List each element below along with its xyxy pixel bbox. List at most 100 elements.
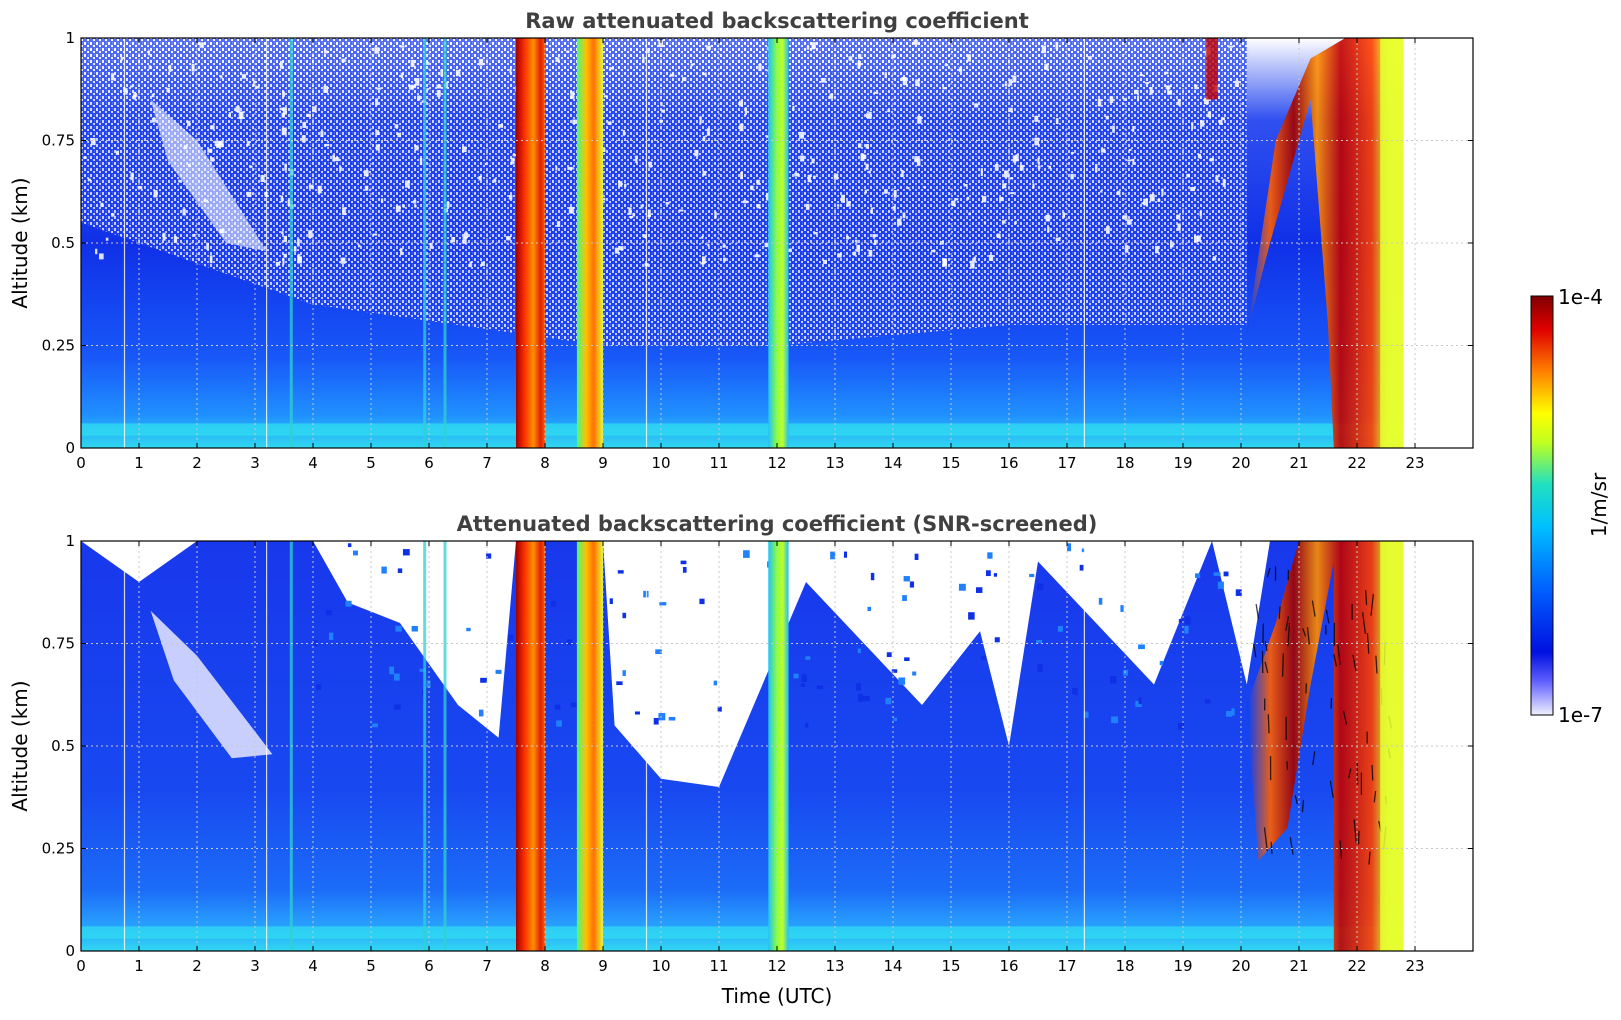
vertical-streak [443, 541, 447, 951]
contour-line [1287, 622, 1291, 647]
screened-speck [867, 606, 872, 612]
noise-speckle [510, 157, 515, 165]
screened-speck [313, 640, 318, 647]
noise-speckle [1037, 157, 1040, 164]
noise-speckle [917, 115, 922, 124]
noise-speckle [624, 183, 627, 187]
noise-speckle [806, 46, 810, 50]
noise-speckle [1008, 79, 1013, 86]
screened-speck [1138, 644, 1145, 650]
contour-line [1375, 655, 1378, 674]
noise-speckle [864, 189, 867, 194]
contour-line [1373, 790, 1377, 803]
contour-line [1329, 780, 1334, 798]
contour-line [1325, 609, 1330, 624]
screened-speck [616, 681, 623, 686]
noise-speckle [320, 131, 324, 137]
noise-speckle [412, 85, 417, 89]
x-tick-label: 3 [250, 454, 260, 472]
noise-speckle [1165, 85, 1171, 90]
contour-line [1333, 653, 1338, 667]
noise-speckle [858, 54, 862, 59]
noise-speckle [799, 131, 805, 139]
x-tick-label: 10 [651, 454, 670, 472]
cloud-patch [1206, 38, 1218, 100]
x-tick-label: 14 [883, 454, 902, 472]
contour-line [1371, 764, 1374, 781]
colorbar-min-label: 1e-7 [1558, 703, 1603, 727]
screened-speck [903, 576, 910, 582]
noise-speckle [1070, 173, 1074, 180]
contour-line [1339, 840, 1343, 859]
x-tick-label: 7 [482, 454, 492, 472]
noise-speckle [1128, 148, 1132, 151]
noise-speckle [823, 259, 827, 264]
noise-speckle [255, 85, 260, 89]
noise-speckle [967, 54, 971, 62]
noise-speckle [1222, 178, 1226, 187]
noise-speckle [1116, 190, 1121, 196]
contour-line [1266, 567, 1271, 578]
noise-speckle [840, 194, 845, 203]
noise-speckle [1004, 83, 1008, 87]
x-tick-label: 23 [1405, 957, 1424, 975]
noise-speckle [812, 175, 816, 179]
screened-speck [466, 627, 471, 632]
y-tick-label: 0.25 [42, 840, 75, 858]
noise-speckle [508, 195, 513, 200]
vertical-streak [423, 38, 427, 448]
x-tick-label: 18 [1115, 454, 1134, 472]
screened-speck [1135, 700, 1142, 708]
noise-speckle [902, 77, 908, 86]
screened-speck [1072, 687, 1078, 695]
noise-speckle [556, 221, 561, 227]
y-tick-label: 0.5 [51, 234, 75, 252]
noise-speckle [893, 189, 897, 198]
noise-speckle [284, 163, 287, 171]
x-tick-label: 10 [651, 957, 670, 975]
contour-line [1286, 761, 1289, 771]
noise-speckle [740, 172, 744, 180]
noise-speckle [907, 187, 910, 190]
screened-speck [1195, 573, 1201, 579]
noise-speckle [214, 140, 220, 147]
noise-speckle [341, 58, 346, 63]
screened-speck [805, 656, 811, 660]
noise-speckle [1170, 241, 1174, 248]
noise-speckle [567, 166, 572, 170]
screened-speck [381, 566, 387, 574]
surface-layer [81, 926, 1404, 939]
contour-line [1337, 643, 1341, 665]
noise-speckle [846, 201, 851, 207]
x-tick-label: 5 [366, 957, 376, 975]
screened-speck [397, 568, 403, 573]
noise-speckle [111, 213, 115, 217]
screened-speck [1204, 699, 1211, 704]
screened-speck [805, 722, 809, 728]
screened-speck [328, 632, 334, 641]
screened-speck [480, 677, 487, 683]
x-tick-label: 8 [540, 454, 550, 472]
noise-speckle [415, 78, 420, 86]
noise-speckle [1044, 63, 1049, 71]
noise-speckle [811, 158, 815, 164]
noise-speckle [297, 256, 303, 264]
noise-speckle [419, 158, 423, 166]
screened-speck [1178, 619, 1185, 623]
noise-speckle [857, 143, 862, 148]
contour-line [1311, 600, 1316, 617]
noise-speckle [462, 146, 467, 153]
x-tick-label: 2 [192, 454, 202, 472]
noise-speckle [1127, 159, 1132, 162]
screened-speck [793, 673, 799, 679]
noise-speckle [642, 56, 645, 64]
noise-speckle [1149, 194, 1155, 202]
noise-speckle [1004, 170, 1009, 178]
noise-speckle [414, 204, 417, 208]
noise-speckle [1157, 198, 1161, 202]
contour-line [1352, 654, 1357, 672]
noise-speckle [1209, 158, 1214, 162]
screened-speck [1138, 697, 1142, 705]
x-tick-label: 17 [1057, 454, 1076, 472]
noise-speckle [323, 85, 328, 93]
